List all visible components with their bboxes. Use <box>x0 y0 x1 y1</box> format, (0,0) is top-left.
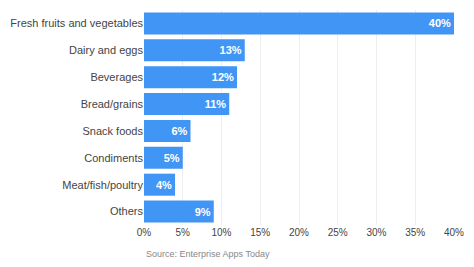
svg-text:Snack foods: Snack foods <box>82 125 143 137</box>
svg-text:12%: 12% <box>212 71 234 83</box>
svg-text:Meat/fish/poultry: Meat/fish/poultry <box>62 179 143 191</box>
svg-text:10%: 10% <box>211 227 231 238</box>
svg-text:5%: 5% <box>176 227 191 238</box>
svg-text:Others: Others <box>110 205 144 217</box>
svg-text:6%: 6% <box>171 125 187 137</box>
svg-text:0%: 0% <box>137 227 152 238</box>
svg-text:13%: 13% <box>220 44 242 56</box>
svg-text:Condiments: Condiments <box>84 152 143 164</box>
svg-text:5%: 5% <box>164 152 180 164</box>
svg-text:11%: 11% <box>205 98 227 110</box>
svg-text:Source: Enterprise Apps Today: Source: Enterprise Apps Today <box>146 249 270 259</box>
svg-text:Bread/grains: Bread/grains <box>81 98 144 110</box>
svg-text:30%: 30% <box>366 227 386 238</box>
svg-text:25%: 25% <box>328 227 348 238</box>
svg-text:9%: 9% <box>195 206 211 218</box>
svg-text:4%: 4% <box>156 179 172 191</box>
svg-text:Dairy and eggs: Dairy and eggs <box>69 44 143 56</box>
svg-text:40%: 40% <box>429 17 451 29</box>
svg-text:35%: 35% <box>405 227 425 238</box>
svg-text:15%: 15% <box>250 227 270 238</box>
svg-text:20%: 20% <box>289 227 309 238</box>
svg-text:Beverages: Beverages <box>90 71 143 83</box>
svg-text:40%: 40% <box>444 227 464 238</box>
svg-text:Fresh fruits and vegetables: Fresh fruits and vegetables <box>10 17 143 29</box>
